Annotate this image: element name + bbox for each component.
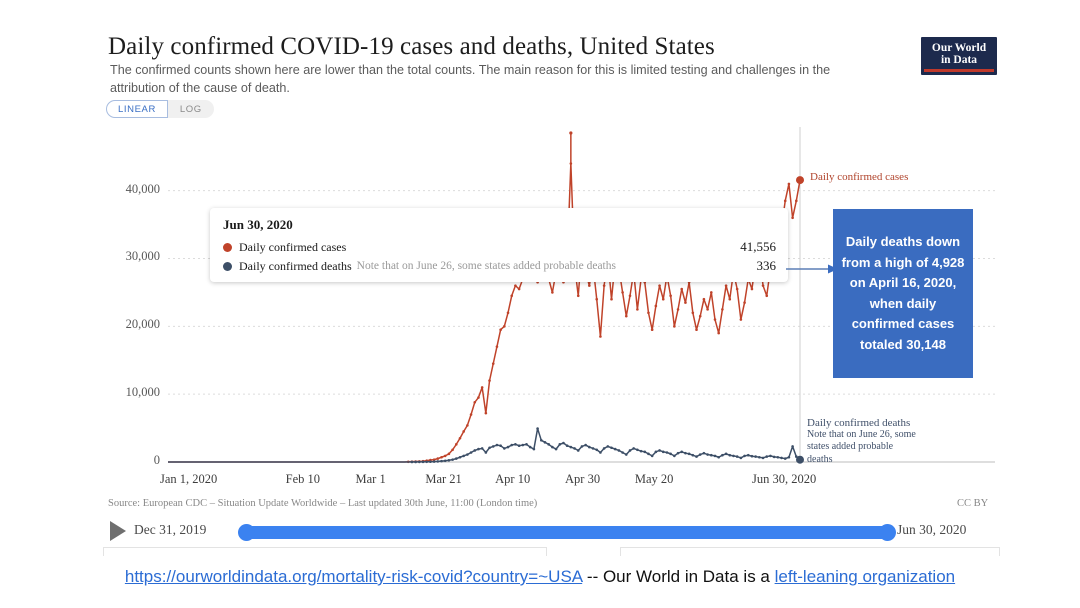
series-label-deaths-line4: deaths — [807, 453, 833, 465]
deaths-color-dot — [223, 261, 232, 271]
series-label-deaths-line1: Daily confirmed deaths — [807, 417, 911, 429]
logo-line-1: Our World — [931, 41, 987, 54]
chart-canvas — [168, 127, 995, 464]
time-slider-track[interactable] — [240, 526, 892, 539]
time-slider-handle-start[interactable] — [238, 524, 255, 541]
play-icon[interactable] — [110, 521, 126, 541]
x-axis-label-apr-30: Apr 30 — [565, 472, 601, 486]
tooltip-cases-value: 41,556 — [740, 239, 776, 254]
series-label-deaths: Daily confirmed deaths Note that on June… — [807, 417, 916, 466]
chart-license: CC BY — [957, 498, 989, 509]
scale-toggle[interactable]: LINEAR LOG — [106, 100, 214, 118]
x-axis-label-feb-10: Feb 10 — [285, 472, 321, 486]
cases-color-dot — [223, 242, 232, 252]
tooltip-row-deaths: Daily confirmed deaths Note that on June… — [223, 258, 776, 274]
caption-middle-text: -- Our World in Data is a — [582, 567, 775, 586]
chart-tooltip: Jun 30, 2020 Daily confirmed cases 41,55… — [210, 208, 788, 282]
tooltip-row-cases: Daily confirmed cases 41,556 — [223, 239, 776, 255]
tooltip-cases-name: Daily confirmed cases — [239, 239, 347, 254]
tooltip-deaths-value: 336 — [756, 258, 777, 273]
callout-arrow-icon — [786, 264, 838, 274]
series-label-cases: Daily confirmed cases — [810, 171, 909, 183]
owid-url-link[interactable]: https://ourworldindata.org/mortality-ris… — [124, 567, 583, 586]
logo-line-2: in Data — [940, 54, 978, 66]
y-axis-label-20000: 20,000 — [125, 317, 160, 332]
x-axis-label-may-20: May 20 — [634, 472, 674, 486]
chart-plot-area[interactable] — [100, 125, 1005, 475]
our-world-in-data-logo[interactable]: Our World in Data — [921, 37, 997, 75]
y-axis-label-0: 0 — [153, 453, 160, 467]
scale-toggle-linear[interactable]: LINEAR — [106, 100, 168, 118]
page-title: Daily confirmed COVID-19 cases and death… — [108, 33, 715, 60]
series-label-deaths-line2: Note that on June 26, some — [807, 429, 916, 441]
tooltip-deaths-note: Note that on June 26, some states added … — [356, 260, 616, 272]
left-leaning-link[interactable]: left-leaning organization — [774, 567, 956, 586]
y-axis-label-10000: 10,000 — [125, 385, 160, 400]
x-axis-label-jun-30: Jun 30, 2020 — [752, 472, 817, 486]
y-axis-label-30000: 30,000 — [125, 249, 160, 264]
bottom-caption: https://ourworldindata.org/mortality-ris… — [0, 567, 1080, 587]
series-label-deaths-line3: states added probable — [807, 441, 894, 453]
widget-strip-right — [620, 547, 1000, 556]
slider-end-label: Jun 30, 2020 — [897, 522, 967, 537]
chart-source: Source: European CDC – Situation Update … — [108, 498, 538, 509]
x-axis-label-jan-1: Jan 1, 2020 — [160, 472, 218, 486]
tooltip-deaths-name: Daily confirmed deaths — [239, 258, 352, 273]
x-axis-label-apr-10: Apr 10 — [495, 472, 531, 486]
y-axis-label-40000: 40,000 — [125, 181, 160, 196]
annotation-callout-text: Daily deaths down from a high of 4,928 o… — [841, 234, 965, 352]
x-axis-label-mar-1: Mar 1 — [355, 472, 386, 486]
scale-toggle-log[interactable]: LOG — [167, 100, 214, 118]
annotation-callout: Daily deaths down from a high of 4,928 o… — [833, 209, 973, 378]
time-slider-handle-end[interactable] — [879, 524, 896, 541]
x-axis-label-mar-21: Mar 21 — [425, 472, 462, 486]
chart-subtitle: The confirmed counts shown here are lowe… — [110, 63, 831, 95]
logo-accent-bar — [924, 69, 994, 72]
tooltip-date: Jun 30, 2020 — [223, 217, 293, 232]
slider-start-label: Dec 31, 2019 — [134, 522, 207, 537]
widget-strip-left — [103, 547, 547, 556]
